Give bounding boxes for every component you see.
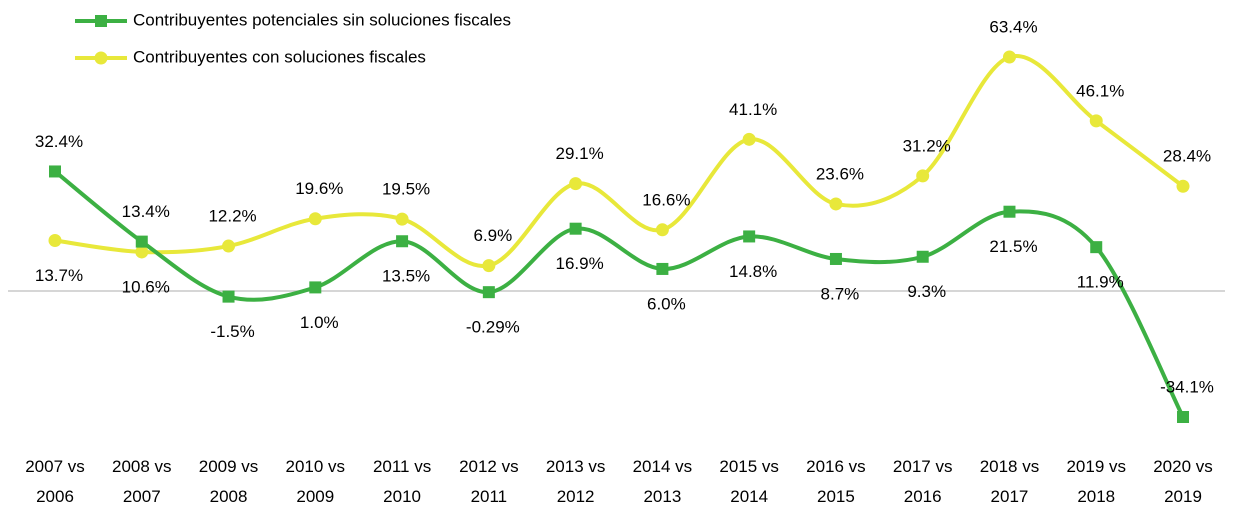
data-label: 9.3%	[907, 282, 946, 301]
legend-label: Contribuyentes con soluciones fiscales	[133, 47, 426, 66]
marker	[395, 212, 409, 226]
legend-label: Contribuyentes potenciales sin solucione…	[133, 10, 511, 29]
marker	[1090, 241, 1103, 254]
marker	[482, 286, 495, 299]
data-label: 19.6%	[295, 179, 343, 198]
x-tick-label: 2014 vs 2013	[632, 457, 693, 506]
data-label: 13.4%	[122, 202, 170, 221]
x-tick-label: 2009 vs 2008	[198, 457, 259, 506]
marker	[916, 169, 930, 183]
data-label: 41.1%	[729, 100, 777, 119]
marker	[135, 235, 148, 248]
legend-marker	[95, 15, 107, 27]
marker	[743, 230, 756, 243]
data-label: 46.1%	[1076, 81, 1124, 100]
legend-marker	[94, 51, 108, 65]
data-label: 1.0%	[300, 313, 339, 332]
series-line	[54, 53, 1185, 269]
data-label: 19.5%	[382, 180, 430, 199]
marker	[829, 252, 842, 265]
data-label: 13.7%	[35, 266, 83, 285]
marker	[742, 132, 756, 146]
data-label: 6.9%	[473, 226, 512, 245]
marker	[655, 223, 669, 237]
data-label: 13.5%	[382, 267, 430, 286]
data-label: 6.0%	[647, 294, 686, 313]
x-tick-label: 2012 vs 2011	[459, 457, 519, 506]
marker	[1177, 411, 1190, 423]
marker	[1176, 179, 1190, 193]
data-label: 21.5%	[989, 237, 1037, 256]
data-label: -0.29%	[466, 318, 520, 337]
data-label: 63.4%	[989, 17, 1037, 36]
data-label: -1.5%	[210, 322, 254, 341]
marker	[135, 245, 149, 259]
data-label: 29.1%	[556, 144, 604, 163]
marker	[569, 222, 582, 235]
marker	[829, 197, 843, 211]
x-tick-label: 2008 vs 2007	[111, 457, 172, 506]
data-label: 32.4%	[35, 132, 83, 151]
marker	[222, 239, 236, 253]
x-tick-label: 2020 vs 2019	[1153, 457, 1213, 506]
data-label: 10.6%	[122, 277, 170, 296]
x-tick-label: 2015 vs 2014	[719, 457, 779, 506]
marker	[49, 165, 61, 178]
x-tick-label: 2018 vs 2017	[979, 457, 1040, 506]
data-label: 16.9%	[556, 254, 604, 273]
marker	[396, 235, 409, 248]
data-label: 31.2%	[903, 136, 951, 155]
data-label: 28.4%	[1163, 147, 1211, 166]
data-label: -34.1%	[1160, 377, 1214, 396]
marker	[309, 281, 322, 294]
data-label: 16.6%	[642, 190, 690, 209]
marker	[569, 177, 583, 191]
data-label: 8.7%	[821, 284, 860, 303]
marker	[1002, 50, 1016, 64]
x-tick-label: 2016 vs 2015	[806, 457, 866, 506]
marker	[1003, 205, 1016, 218]
data-label: 12.2%	[208, 207, 256, 226]
marker	[48, 234, 62, 248]
data-label: 23.6%	[816, 164, 864, 183]
x-tick-label: 2010 vs 2009	[285, 457, 346, 506]
marker	[482, 259, 496, 273]
x-tick-label: 2017 vs 2016	[892, 457, 953, 506]
marker	[656, 262, 669, 275]
data-label: 11.9%	[1077, 273, 1124, 292]
data-label: 14.8%	[729, 262, 777, 281]
marker	[222, 290, 235, 303]
x-tick-label: 2007 vs 2006	[25, 457, 85, 506]
x-tick-label: 2019 vs 2018	[1066, 457, 1126, 506]
marker	[308, 212, 322, 226]
marker	[916, 250, 929, 263]
x-tick-label: 2013 vs 2012	[545, 457, 606, 506]
x-tick-label: 2011 vs 2010	[372, 457, 432, 506]
marker	[1089, 114, 1103, 128]
